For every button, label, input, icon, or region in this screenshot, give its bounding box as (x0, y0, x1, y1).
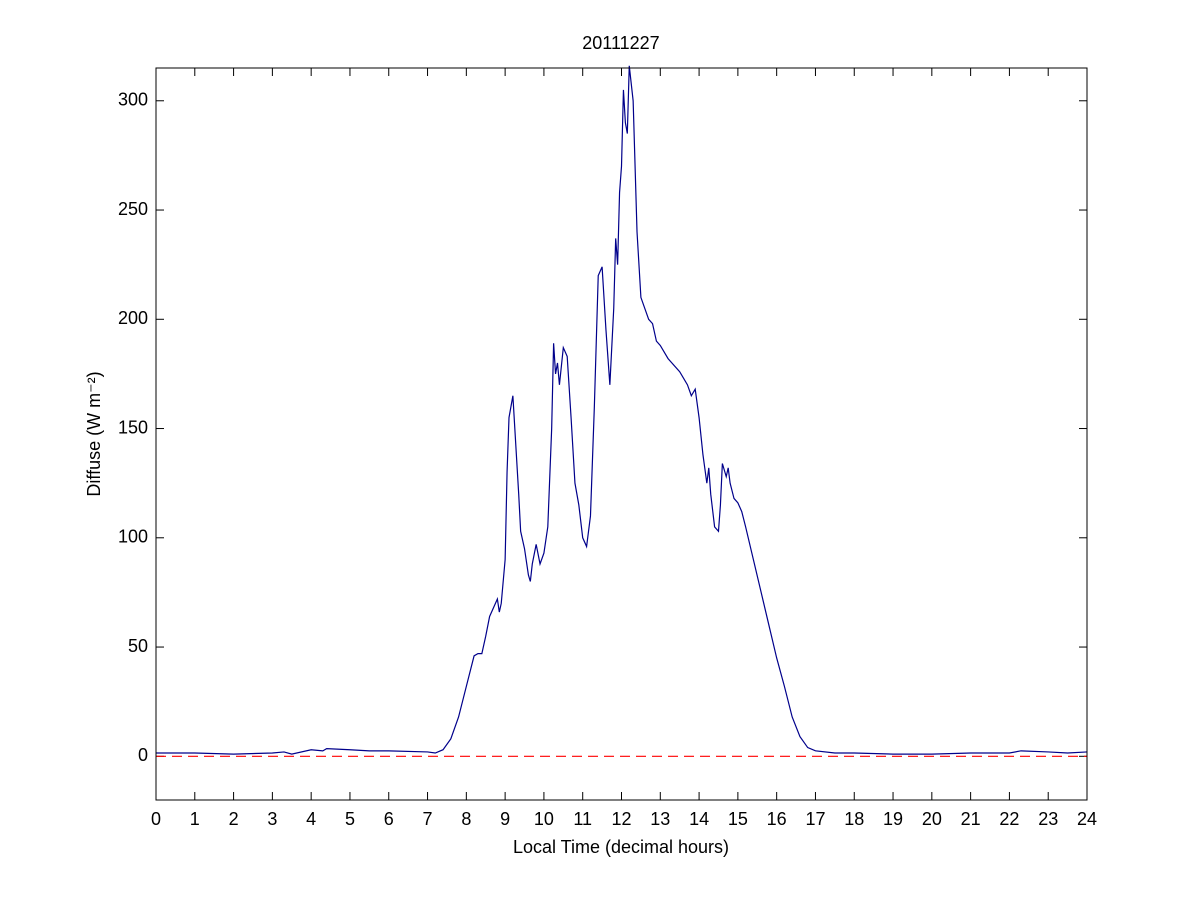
x-tick-label: 19 (883, 809, 903, 829)
x-tick-label: 16 (767, 809, 787, 829)
y-tick-label: 150 (118, 417, 148, 437)
x-tick-label: 8 (461, 809, 471, 829)
x-tick-label: 5 (345, 809, 355, 829)
x-tick-label: 0 (151, 809, 161, 829)
y-axis-label: Diffuse (W m⁻²) (84, 371, 104, 496)
x-tick-label: 21 (961, 809, 981, 829)
y-tick-label: 100 (118, 527, 148, 547)
y-tick-label: 250 (118, 199, 148, 219)
x-tick-label: 23 (1038, 809, 1058, 829)
y-tick-label: 300 (118, 90, 148, 110)
chart-title: 20111227 (582, 33, 659, 53)
x-tick-label: 11 (573, 809, 592, 829)
x-axis-label: Local Time (decimal hours) (513, 837, 729, 857)
x-tick-label: 7 (423, 809, 433, 829)
x-tick-label: 4 (306, 809, 316, 829)
x-tick-label: 24 (1077, 809, 1097, 829)
x-tick-label: 10 (534, 809, 554, 829)
x-tick-label: 2 (229, 809, 239, 829)
x-tick-label: 6 (384, 809, 394, 829)
y-tick-label: 200 (118, 308, 148, 328)
y-tick-label: 50 (128, 636, 148, 656)
x-tick-label: 20 (922, 809, 942, 829)
x-tick-label: 3 (267, 809, 277, 829)
plot-frame (155, 67, 1088, 801)
x-tick-label: 1 (190, 809, 200, 829)
x-tick-label: 18 (844, 809, 864, 829)
x-tick-label: 13 (650, 809, 670, 829)
x-tick-label: 22 (999, 809, 1019, 829)
x-tick-label: 17 (805, 809, 825, 829)
x-tick-label: 14 (689, 809, 709, 829)
y-tick-label: 0 (138, 745, 148, 765)
data-line (156, 65, 1088, 755)
x-tick-label: 15 (728, 809, 748, 829)
x-tick-label: 12 (611, 809, 631, 829)
x-tick-label: 9 (500, 809, 510, 829)
